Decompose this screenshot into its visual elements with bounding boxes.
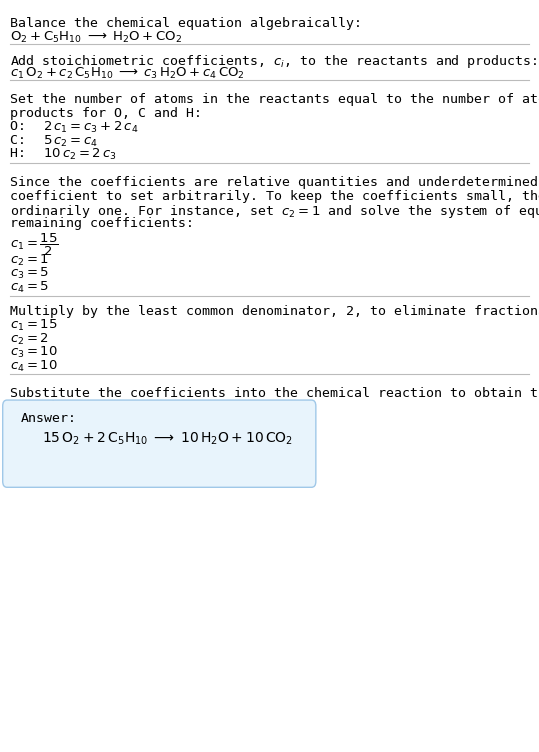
FancyBboxPatch shape bbox=[3, 400, 316, 487]
Text: $2\,c_1 = c_3 + 2\,c_4$: $2\,c_1 = c_3 + 2\,c_4$ bbox=[43, 120, 139, 135]
Text: C:: C: bbox=[10, 134, 42, 147]
Text: Add stoichiometric coefficients, $c_i$, to the reactants and products:: Add stoichiometric coefficients, $c_i$, … bbox=[10, 53, 537, 70]
Text: O:: O: bbox=[10, 120, 42, 133]
Text: $c_4 = 10$: $c_4 = 10$ bbox=[10, 359, 58, 374]
Text: products for O, C and H:: products for O, C and H: bbox=[10, 107, 202, 120]
Text: $c_1 = \dfrac{15}{2}$: $c_1 = \dfrac{15}{2}$ bbox=[10, 232, 58, 258]
Text: Since the coefficients are relative quantities and underdetermined, choose a: Since the coefficients are relative quan… bbox=[10, 176, 539, 189]
Text: H:: H: bbox=[10, 147, 42, 160]
Text: Answer:: Answer: bbox=[20, 412, 77, 425]
Text: equation:: equation: bbox=[10, 400, 82, 413]
Text: $c_2 = 1$: $c_2 = 1$ bbox=[10, 253, 49, 268]
Text: $c_1 = 15$: $c_1 = 15$ bbox=[10, 318, 57, 333]
Text: Balance the chemical equation algebraically:: Balance the chemical equation algebraica… bbox=[10, 17, 362, 29]
Text: $10\,c_2 = 2\,c_3$: $10\,c_2 = 2\,c_3$ bbox=[43, 147, 117, 162]
Text: ordinarily one. For instance, set $c_2 = 1$ and solve the system of equations fo: ordinarily one. For instance, set $c_2 =… bbox=[10, 203, 539, 220]
Text: remaining coefficients:: remaining coefficients: bbox=[10, 217, 194, 229]
Text: $c_1\,\mathrm{O_2} + c_2\,\mathrm{C_5H_{10}} \;\longrightarrow\; c_3\,\mathrm{H_: $c_1\,\mathrm{O_2} + c_2\,\mathrm{C_5H_{… bbox=[10, 66, 245, 81]
Text: $c_3 = 5$: $c_3 = 5$ bbox=[10, 266, 49, 281]
Text: Set the number of atoms in the reactants equal to the number of atoms in the: Set the number of atoms in the reactants… bbox=[10, 93, 539, 106]
Text: coefficient to set arbitrarily. To keep the coefficients small, the arbitrary va: coefficient to set arbitrarily. To keep … bbox=[10, 190, 539, 202]
Text: $5\,c_2 = c_4$: $5\,c_2 = c_4$ bbox=[43, 134, 98, 149]
Text: $c_3 = 10$: $c_3 = 10$ bbox=[10, 345, 58, 360]
Text: $15\,\mathrm{O_2} + 2\,\mathrm{C_5H_{10}} \;\longrightarrow\; 10\,\mathrm{H_2O} : $15\,\mathrm{O_2} + 2\,\mathrm{C_5H_{10}… bbox=[42, 430, 293, 447]
Text: Substitute the coefficients into the chemical reaction to obtain the balanced: Substitute the coefficients into the che… bbox=[10, 387, 539, 399]
Text: $c_2 = 2$: $c_2 = 2$ bbox=[10, 332, 49, 347]
Text: $c_4 = 5$: $c_4 = 5$ bbox=[10, 280, 49, 295]
Text: Multiply by the least common denominator, 2, to eliminate fractional coefficient: Multiply by the least common denominator… bbox=[10, 305, 539, 317]
Text: $\mathrm{O_2 + C_5H_{10} \;\longrightarrow\; H_2O + CO_2}$: $\mathrm{O_2 + C_5H_{10} \;\longrightarr… bbox=[10, 30, 182, 45]
